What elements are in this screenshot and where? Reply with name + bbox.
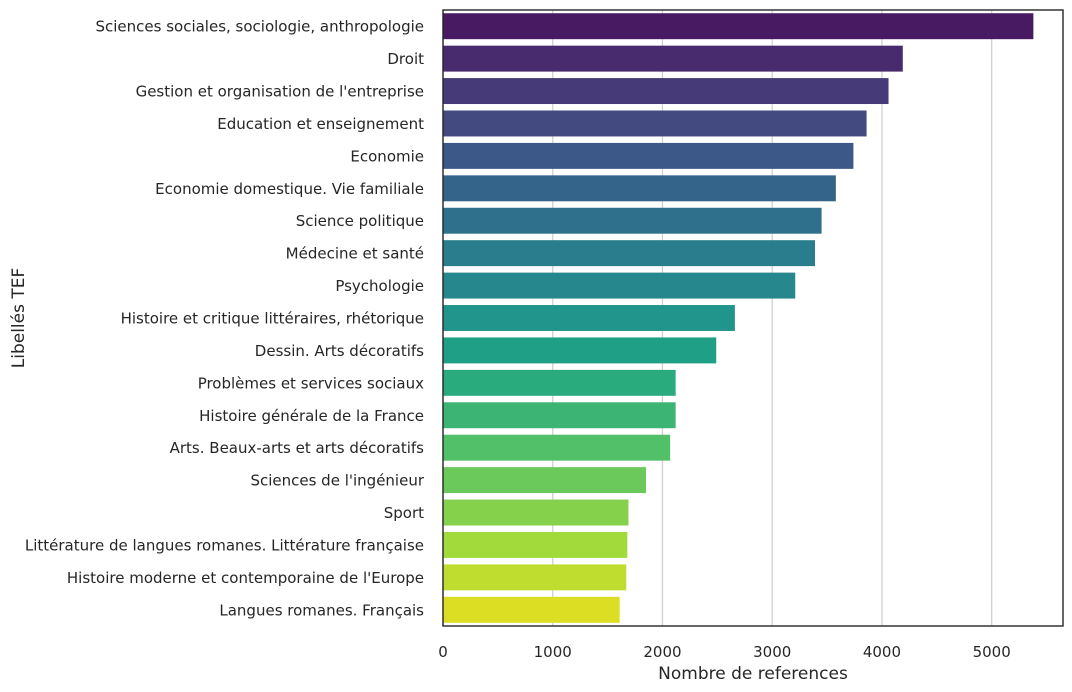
bar	[443, 531, 628, 558]
bar	[443, 467, 647, 494]
x-tick-label: 5000	[973, 643, 1011, 661]
bar	[443, 564, 627, 591]
bar	[443, 596, 620, 623]
bar	[443, 240, 815, 267]
y-tick-label: Sciences de l'ingénieur	[250, 472, 424, 490]
bar	[443, 110, 867, 137]
bar	[443, 45, 903, 72]
y-tick-label: Gestion et organisation de l'entreprise	[136, 83, 424, 101]
bar	[443, 272, 796, 299]
y-tick-label: Economie	[350, 147, 424, 165]
x-tick-label: 3000	[753, 643, 791, 661]
y-tick-label: Education et enseignement	[217, 115, 424, 133]
y-tick-label: Arts. Beaux-arts et arts décoratifs	[170, 439, 425, 457]
bar	[443, 207, 822, 234]
bar	[443, 142, 854, 169]
y-tick-label: Histoire moderne et contemporaine de l'E…	[67, 569, 424, 587]
y-tick-labels: Sciences sociales, sociologie, anthropol…	[25, 18, 425, 620]
bar	[443, 434, 671, 461]
y-tick-label: Dessin. Arts décoratifs	[255, 342, 424, 360]
x-tick-label: 2000	[643, 643, 681, 661]
bar	[443, 499, 629, 526]
bar	[443, 13, 1034, 40]
x-tick-labels: 0 1000 2000 3000 4000 5000	[438, 643, 1011, 661]
x-tick-label: 0	[438, 643, 448, 661]
x-tick-label: 4000	[863, 643, 901, 661]
y-tick-label: Economie domestique. Vie familiale	[155, 180, 424, 198]
x-axis-title: Nombre de references	[658, 664, 848, 684]
y-tick-label: Problèmes et services sociaux	[198, 374, 424, 392]
y-tick-label: Psychologie	[335, 277, 424, 295]
bar	[443, 78, 889, 105]
y-tick-label: Droit	[387, 50, 424, 68]
x-tick-label: 1000	[534, 643, 572, 661]
y-tick-label: Littérature de langues romanes. Littérat…	[25, 536, 424, 554]
bar	[443, 369, 676, 396]
y-tick-label: Sport	[384, 504, 424, 522]
y-tick-label: Histoire générale de la France	[199, 407, 424, 425]
plot-frame	[442, 9, 1064, 627]
bars	[443, 13, 1034, 623]
bar	[443, 175, 836, 202]
y-tick-label: Sciences sociales, sociologie, anthropol…	[95, 18, 424, 36]
bar	[443, 305, 735, 331]
bar	[443, 337, 717, 364]
y-tick-label: Histoire et critique littéraires, rhétor…	[121, 310, 424, 328]
y-axis-title: Libellés TEF	[9, 268, 29, 369]
y-tick-label: Médecine et santé	[286, 245, 424, 263]
bar	[443, 402, 676, 429]
y-tick-label: Langues romanes. Français	[219, 601, 424, 619]
y-tick-label: Science politique	[296, 212, 424, 230]
